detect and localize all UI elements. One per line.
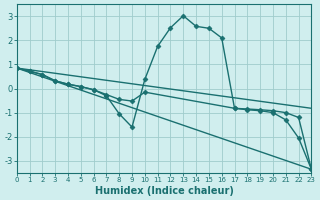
X-axis label: Humidex (Indice chaleur): Humidex (Indice chaleur) (95, 186, 234, 196)
